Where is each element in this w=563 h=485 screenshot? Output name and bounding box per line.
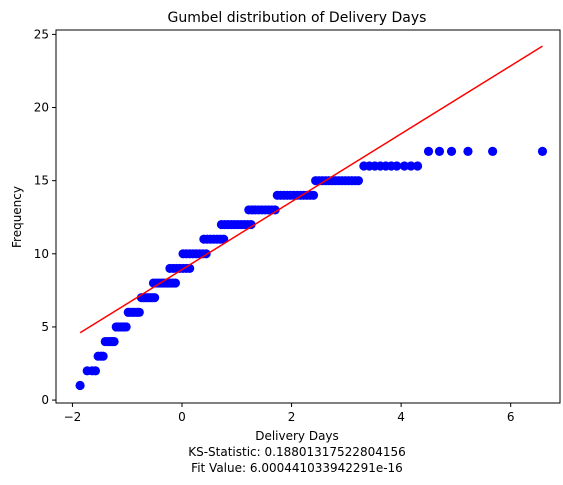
- x-tick-label: −2: [64, 410, 82, 424]
- data-point: [134, 307, 144, 317]
- data-point: [150, 293, 160, 303]
- data-point: [75, 380, 85, 391]
- y-tick-label: 15: [34, 174, 49, 188]
- data-point: [270, 205, 280, 215]
- y-tick-label: 20: [34, 101, 49, 115]
- chart-title: Gumbel distribution of Delivery Days: [168, 10, 427, 26]
- data-point: [308, 190, 319, 200]
- x-tick-label: 0: [178, 410, 186, 424]
- data-point: [170, 278, 181, 288]
- data-point: [423, 146, 434, 157]
- data-point: [463, 146, 473, 157]
- data-point: [434, 146, 445, 157]
- y-axis-label: Frequency: [10, 186, 24, 248]
- y-tick-label: 25: [34, 27, 49, 41]
- data-point: [219, 234, 229, 244]
- data-point: [537, 146, 548, 157]
- y-tick-label: 10: [34, 247, 49, 261]
- x-axis: −2 0 2 4 6: [64, 403, 515, 424]
- fit-line: [79, 45, 543, 334]
- data-point: [406, 161, 416, 171]
- data-point: [488, 146, 498, 157]
- data-point: [353, 176, 363, 186]
- data-point: [109, 336, 119, 347]
- data-point: [98, 351, 108, 361]
- y-tick-label: 5: [41, 320, 49, 334]
- data-point: [399, 161, 410, 171]
- data-point: [446, 146, 457, 157]
- data-point: [392, 161, 402, 171]
- data-point: [90, 366, 101, 376]
- x-tick-label: 4: [397, 410, 405, 424]
- plot-area: [55, 29, 561, 404]
- data-point: [412, 161, 423, 171]
- x-tick-label: 2: [288, 410, 296, 424]
- data-point: [121, 322, 131, 332]
- ks-statistic-text: KS-Statistic: 0.18801317522804156: [188, 445, 406, 459]
- x-axis-label: Delivery Days: [255, 429, 339, 443]
- y-axis: 0 5 10 15 20 25: [34, 27, 56, 407]
- plot-frame: [55, 29, 561, 404]
- x-tick-label: 6: [507, 410, 515, 424]
- y-tick-label: 0: [41, 393, 49, 407]
- data-point: [246, 219, 256, 230]
- fit-value-text: Fit Value: 6.000441033942291e-16: [191, 461, 403, 475]
